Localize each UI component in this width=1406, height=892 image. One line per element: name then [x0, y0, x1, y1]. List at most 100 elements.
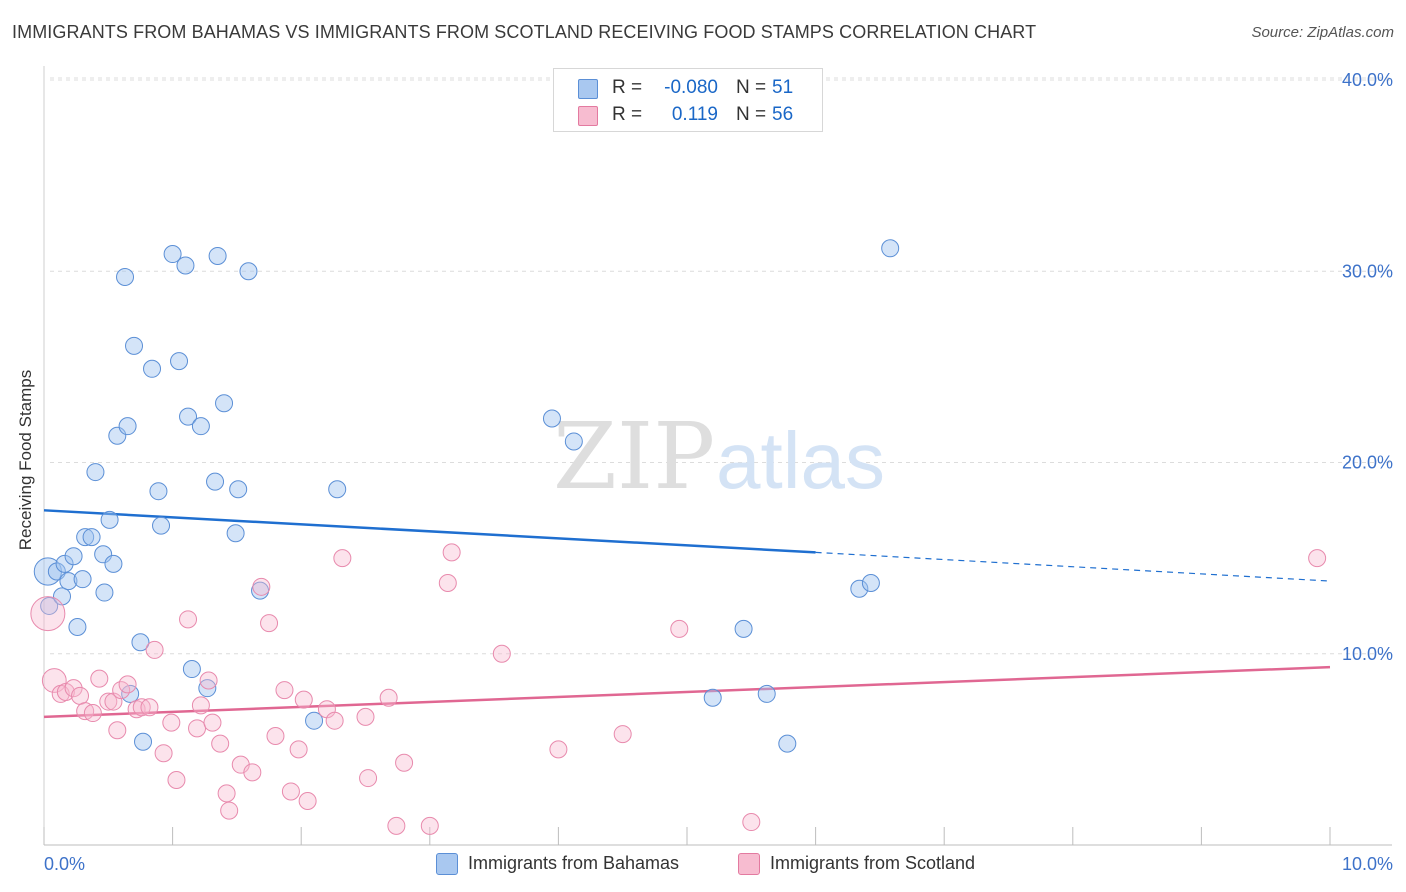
point-scotland — [203, 713, 222, 732]
point-scotland — [359, 769, 378, 788]
point-bahamas — [131, 633, 150, 652]
r-value: 0.119 — [671, 104, 718, 125]
legend-item-scotland[interactable]: Immigrants from Scotland — [738, 852, 1028, 876]
point-scotland — [395, 753, 414, 772]
point-scotland — [325, 711, 344, 730]
point-bahamas — [116, 267, 135, 286]
point-bahamas — [861, 573, 880, 592]
point-bahamas — [82, 528, 101, 547]
y-tick-label: 20.0% — [1342, 453, 1393, 473]
point-scotland — [71, 686, 90, 705]
point-scotland — [420, 816, 439, 835]
r-value: -0.080 — [664, 77, 718, 98]
x-tick-label: 10.0% — [1342, 854, 1393, 874]
grid-lines — [50, 77, 1392, 655]
point-scotland — [275, 681, 294, 700]
point-scotland — [140, 698, 159, 717]
chart-title: IMMIGRANTS FROM BAHAMAS VS IMMIGRANTS FR… — [12, 22, 1037, 42]
point-bahamas — [47, 562, 66, 581]
point-bahamas — [328, 480, 347, 499]
point-bahamas — [73, 570, 92, 589]
point-scotland — [217, 784, 236, 803]
legend-swatch-bahamas — [436, 853, 458, 875]
watermark: ZIP atlas — [553, 403, 885, 510]
point-bahamas — [179, 407, 198, 426]
r-label: R = — [612, 77, 643, 98]
point-scotland — [243, 763, 262, 782]
point-bahamas — [703, 688, 722, 707]
y-axis-label: Receiving Food Stamps — [16, 369, 35, 551]
point-bahamas — [76, 528, 95, 547]
point-scotland — [211, 734, 230, 753]
n-label: N = — [736, 77, 767, 98]
point-scotland — [549, 740, 568, 759]
trend-line-scotland — [43, 665, 1331, 719]
point-scotland — [298, 792, 317, 811]
point-bahamas — [778, 734, 797, 753]
point-bahamas — [239, 262, 258, 281]
point-scotland — [179, 610, 198, 629]
point-scotland — [64, 679, 83, 698]
point-scotland — [108, 721, 127, 740]
legend-label-scotland: Immigrants from Scotland — [770, 853, 976, 873]
stats-row-scotland: R = 0.119 N = 56 — [554, 102, 822, 128]
point-scotland — [294, 690, 313, 709]
point-scotland — [438, 573, 457, 592]
point-bahamas — [305, 711, 324, 730]
point-bahamas — [118, 417, 137, 436]
y-tick-label: 10.0% — [1342, 644, 1393, 664]
point-bahamas — [40, 596, 59, 615]
trend-line-bahamas — [43, 509, 816, 554]
point-bahamas — [191, 417, 210, 436]
point-bahamas — [229, 480, 248, 499]
data-points — [30, 239, 1327, 835]
point-bahamas — [226, 524, 245, 543]
point-bahamas — [170, 352, 189, 371]
point-scotland — [76, 702, 95, 721]
point-scotland — [167, 770, 186, 789]
x-tick-label: 0.0% — [44, 854, 85, 874]
point-bahamas — [198, 679, 217, 698]
point-scotland — [670, 619, 689, 638]
point-bahamas — [176, 256, 195, 275]
point-scotland — [442, 543, 461, 562]
point-scotland — [191, 696, 210, 715]
point-scotland — [356, 707, 375, 726]
point-scotland — [260, 614, 279, 633]
point-bahamas — [734, 619, 753, 638]
point-bahamas — [149, 482, 168, 501]
point-bahamas — [134, 732, 153, 751]
point-bahamas — [59, 572, 78, 591]
point-bahamas — [206, 472, 225, 491]
point-bahamas — [182, 660, 201, 679]
trend-lines — [43, 509, 1331, 719]
watermark-zip: ZIP — [553, 403, 715, 510]
point-scotland — [99, 692, 118, 711]
r-label: R = — [612, 104, 643, 125]
point-scotland — [266, 726, 285, 745]
legend-label-bahamas: Immigrants from Bahamas — [468, 853, 680, 873]
point-scotland — [613, 725, 632, 744]
axes — [43, 66, 1392, 846]
stats-swatch-bahamas — [578, 79, 598, 99]
point-bahamas — [86, 463, 105, 482]
point-scotland — [132, 698, 151, 717]
point-bahamas — [100, 510, 119, 529]
point-scotland — [118, 675, 137, 694]
legend-item-bahamas[interactable]: Immigrants from Bahamas — [436, 852, 726, 876]
trend-line-bahamas-extension — [815, 551, 1331, 582]
point-scotland — [387, 816, 406, 835]
y-tick-label: 40.0% — [1342, 70, 1393, 90]
point-bahamas — [55, 554, 74, 573]
stats-row-bahamas: R = -0.080 N = 51 — [554, 75, 822, 101]
point-scotland — [742, 813, 761, 832]
point-bahamas — [542, 409, 561, 428]
point-scotland — [41, 668, 67, 693]
point-scotland — [379, 688, 398, 707]
point-scotland — [333, 549, 352, 568]
n-value: 56 — [772, 104, 794, 125]
correlation-stats-box: R = -0.080 N = 51 R = 0.119 N = 56 — [553, 68, 823, 132]
point-scotland — [492, 644, 511, 663]
point-bahamas — [850, 579, 869, 598]
